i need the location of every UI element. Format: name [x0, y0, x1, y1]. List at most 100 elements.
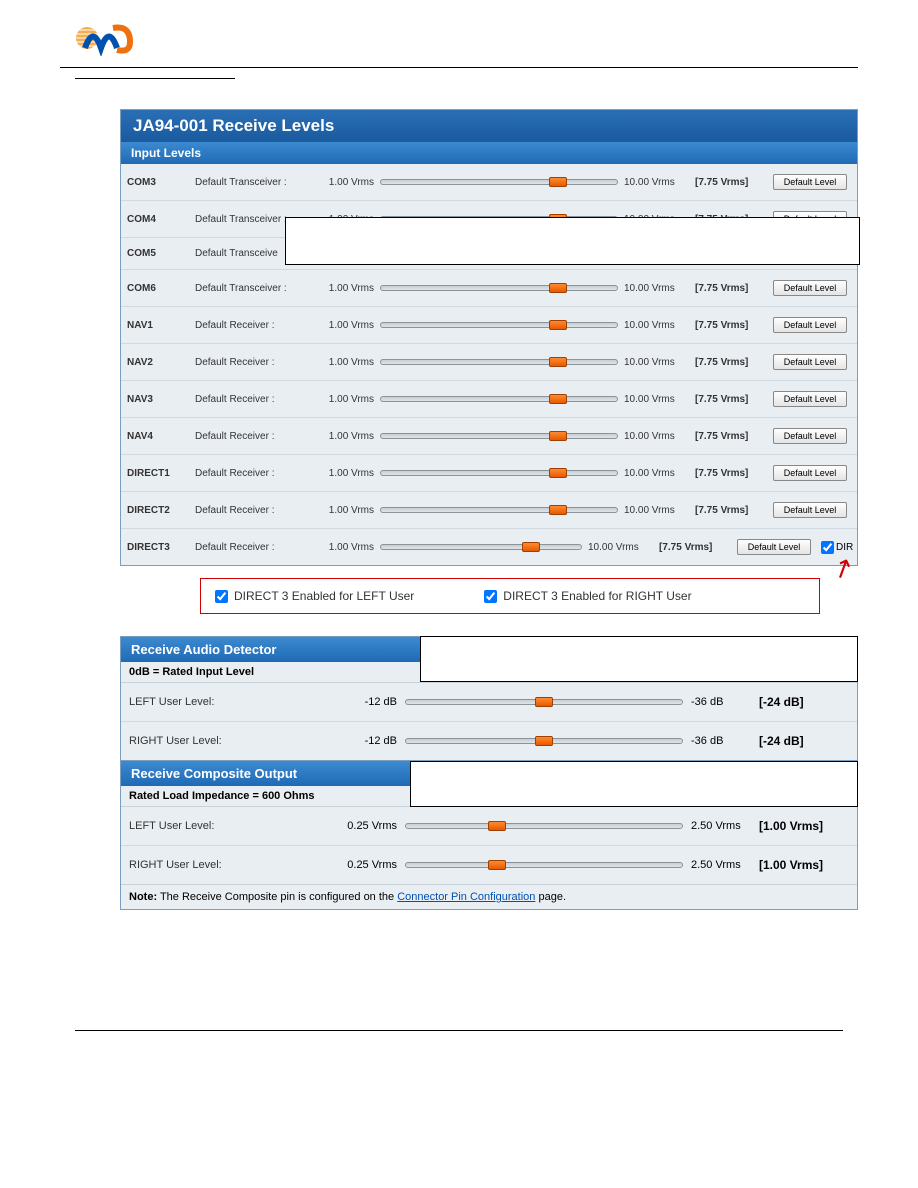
current-value: [7.75 Vrms]: [695, 468, 767, 479]
overlay-composite: [410, 761, 858, 807]
max-value: -36 dB: [691, 735, 751, 747]
level-slider[interactable]: [380, 433, 618, 439]
min-value: -12 dB: [337, 696, 397, 708]
current-value: [7.75 Vrms]: [695, 357, 767, 368]
level-row: RIGHT User Level: 0.25 Vrms 2.50 Vrms [1…: [121, 846, 857, 884]
min-value: 1.00 Vrms: [316, 468, 374, 479]
current-value: [7.75 Vrms]: [695, 283, 767, 294]
level-slider[interactable]: [380, 470, 618, 476]
max-value: 10.00 Vrms: [588, 542, 653, 553]
max-value: 10.00 Vrms: [624, 505, 689, 516]
channel-name: DIRECT2: [127, 505, 189, 516]
device-type: Default Receiver :: [195, 394, 310, 405]
max-value: 10.00 Vrms: [624, 320, 689, 331]
device-type: Default Receiver :: [195, 320, 310, 331]
direct3-callout: ↗ DIRECT 3 Enabled for LEFT User DIRECT …: [200, 578, 820, 614]
logo: [60, 20, 858, 68]
max-value: 10.00 Vrms: [624, 468, 689, 479]
current-value: [7.75 Vrms]: [695, 320, 767, 331]
input-row-com3: COM3 Default Transceiver : 1.00 Vrms 10.…: [121, 164, 857, 201]
max-value: 10.00 Vrms: [624, 431, 689, 442]
direct3-left-checkbox[interactable]: DIRECT 3 Enabled for LEFT User: [215, 589, 414, 603]
direct3-right-checkbox[interactable]: DIRECT 3 Enabled for RIGHT User: [484, 589, 691, 603]
channel-name: DIRECT1: [127, 468, 189, 479]
level-row: RIGHT User Level: -12 dB -36 dB [-24 dB]: [121, 722, 857, 760]
max-value: 10.00 Vrms: [624, 177, 689, 188]
input-row-nav1: NAV1 Default Receiver : 1.00 Vrms 10.00 …: [121, 307, 857, 344]
current-value: [7.75 Vrms]: [695, 394, 767, 405]
overlay-detector: [420, 636, 858, 682]
max-value: 10.00 Vrms: [624, 357, 689, 368]
min-value: 1.00 Vrms: [316, 357, 374, 368]
direct3-enable-checkbox[interactable]: [821, 541, 834, 554]
level-slider[interactable]: [405, 823, 683, 829]
min-value: 1.00 Vrms: [316, 320, 374, 331]
section-underline: [75, 78, 235, 79]
current-value: [7.75 Vrms]: [695, 431, 767, 442]
input-row-nav4: NAV4 Default Receiver : 1.00 Vrms 10.00 …: [121, 418, 857, 455]
min-value: 1.00 Vrms: [316, 542, 374, 553]
channel-name: NAV4: [127, 431, 189, 442]
default-level-button[interactable]: Default Level: [773, 174, 847, 190]
input-row-direct2: DIRECT2 Default Receiver : 1.00 Vrms 10.…: [121, 492, 857, 529]
min-value: 1.00 Vrms: [316, 394, 374, 405]
default-level-button[interactable]: Default Level: [773, 354, 847, 370]
level-slider[interactable]: [380, 359, 618, 365]
level-slider[interactable]: [405, 862, 683, 868]
input-row-direct1: DIRECT1 Default Receiver : 1.00 Vrms 10.…: [121, 455, 857, 492]
current-value: [1.00 Vrms]: [759, 858, 849, 872]
max-value: 10.00 Vrms: [624, 394, 689, 405]
input-row-com6: COM6 Default Transceiver : 1.00 Vrms 10.…: [121, 270, 857, 307]
default-level-button[interactable]: Default Level: [773, 465, 847, 481]
level-slider[interactable]: [380, 285, 618, 291]
level-slider[interactable]: [380, 396, 618, 402]
channel-name: NAV2: [127, 357, 189, 368]
default-level-button[interactable]: Default Level: [773, 391, 847, 407]
level-slider[interactable]: [380, 179, 618, 185]
device-type: Default Receiver :: [195, 468, 310, 479]
direct3-right-label: DIRECT 3 Enabled for RIGHT User: [503, 589, 691, 603]
current-value: [-24 dB]: [759, 734, 849, 748]
channel-name: NAV3: [127, 394, 189, 405]
panel-title: JA94-001 Receive Levels: [121, 110, 857, 142]
channel-name: COM3: [127, 177, 189, 188]
connector-pin-link[interactable]: Connector Pin Configuration: [397, 891, 535, 903]
current-value: [7.75 Vrms]: [695, 505, 767, 516]
min-value: 0.25 Vrms: [337, 859, 397, 871]
direct3-left-label: DIRECT 3 Enabled for LEFT User: [234, 589, 414, 603]
min-value: 1.00 Vrms: [316, 431, 374, 442]
max-value: 2.50 Vrms: [691, 820, 751, 832]
min-value: 1.00 Vrms: [316, 283, 374, 294]
level-slider[interactable]: [405, 699, 683, 705]
min-value: 1.00 Vrms: [316, 505, 374, 516]
user-level-label: LEFT User Level:: [129, 820, 329, 832]
current-value: [7.75 Vrms]: [695, 177, 767, 188]
device-type: Default Transceiver :: [195, 283, 310, 294]
default-level-button[interactable]: Default Level: [773, 428, 847, 444]
level-slider[interactable]: [380, 507, 618, 513]
overlay-com5: [285, 217, 860, 265]
composite-note: Note: The Receive Composite pin is confi…: [121, 884, 857, 909]
min-value: -12 dB: [337, 735, 397, 747]
default-level-button[interactable]: Default Level: [773, 502, 847, 518]
input-row-nav3: NAV3 Default Receiver : 1.00 Vrms 10.00 …: [121, 381, 857, 418]
min-value: 1.00 Vrms: [316, 177, 374, 188]
channel-name: DIRECT3: [127, 542, 189, 553]
receive-levels-panel: JA94-001 Receive Levels Input Levels COM…: [120, 109, 858, 566]
device-type: Default Receiver :: [195, 542, 310, 553]
device-type: Default Receiver :: [195, 505, 310, 516]
level-row: LEFT User Level: 0.25 Vrms 2.50 Vrms [1.…: [121, 807, 857, 846]
level-slider[interactable]: [405, 738, 683, 744]
channel-name: COM5: [127, 248, 189, 259]
default-level-button[interactable]: Default Level: [773, 280, 847, 296]
panel-subtitle: Input Levels: [121, 142, 857, 164]
default-level-button[interactable]: Default Level: [737, 539, 811, 555]
current-value: [-24 dB]: [759, 695, 849, 709]
input-row-nav2: NAV2 Default Receiver : 1.00 Vrms 10.00 …: [121, 344, 857, 381]
level-slider[interactable]: [380, 544, 582, 550]
device-type: Default Receiver :: [195, 431, 310, 442]
device-type: Default Transceiver :: [195, 177, 310, 188]
level-slider[interactable]: [380, 322, 618, 328]
default-level-button[interactable]: Default Level: [773, 317, 847, 333]
channel-name: NAV1: [127, 320, 189, 331]
